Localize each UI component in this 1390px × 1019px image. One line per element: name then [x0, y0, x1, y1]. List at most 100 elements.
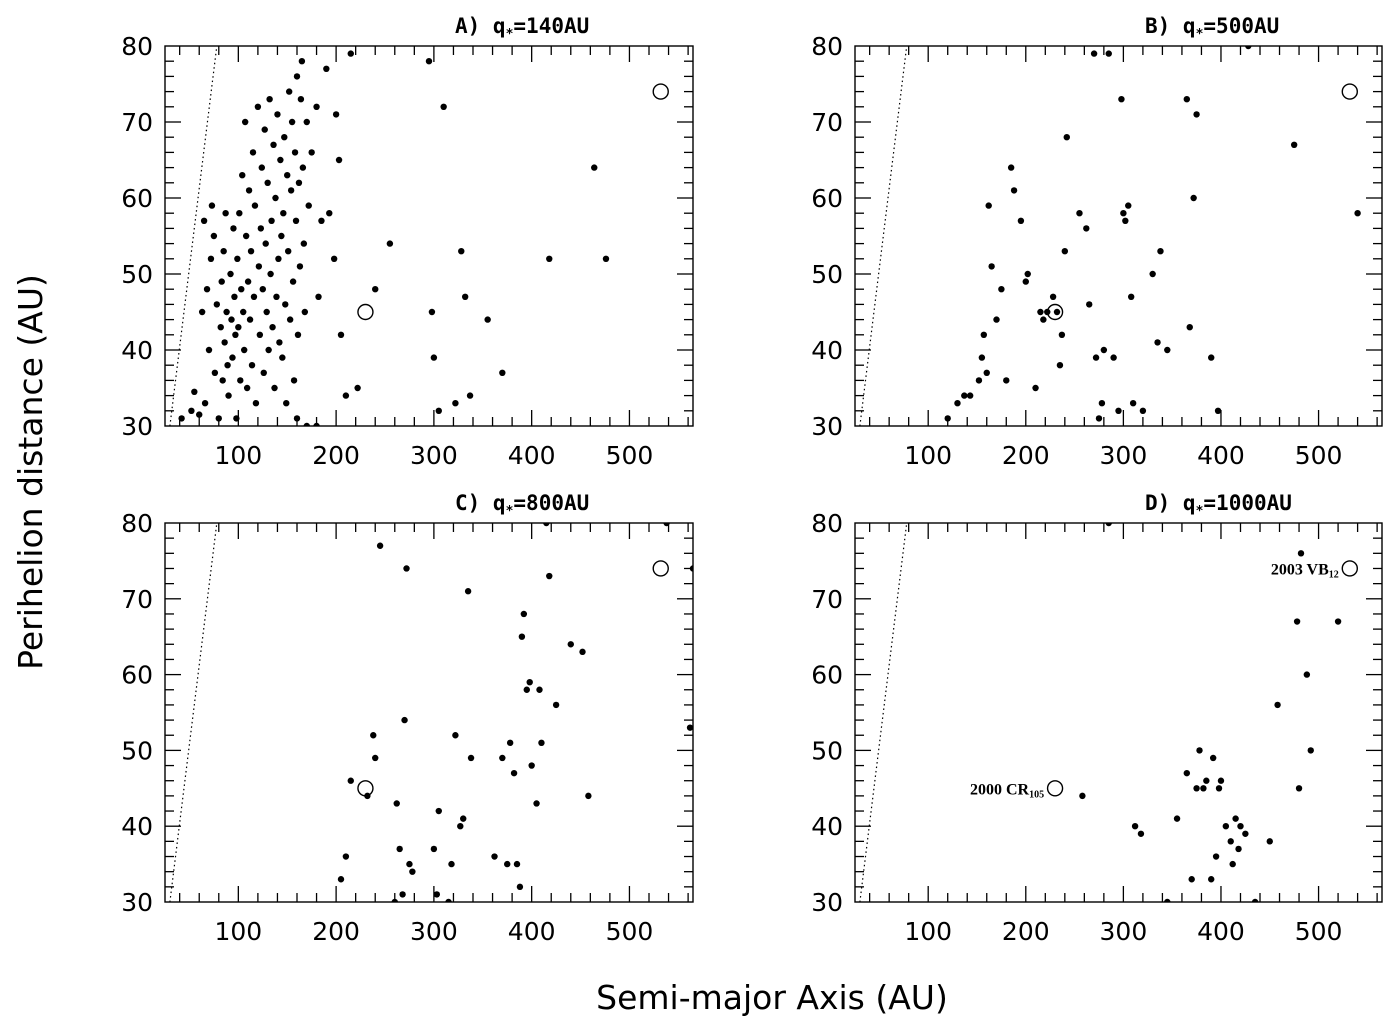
- data-point: [292, 217, 300, 224]
- data-point: [252, 400, 260, 407]
- data-point: [238, 286, 245, 293]
- data-point: [1092, 354, 1100, 361]
- data-point: [191, 388, 198, 395]
- data-point: [265, 346, 272, 354]
- data-point: [980, 331, 988, 338]
- data-point: [208, 202, 216, 209]
- y-tick-label: 30: [121, 888, 153, 917]
- data-point: [246, 316, 254, 323]
- data-point: [1209, 754, 1217, 762]
- data-point: [289, 278, 297, 285]
- data-point: [1232, 815, 1239, 822]
- object-label: 2000 CR105: [970, 781, 1044, 800]
- data-point: [1229, 860, 1236, 868]
- panel-a-data: [169, 46, 669, 426]
- object-label-name: 2003 VB: [1271, 561, 1329, 578]
- data-point: [504, 860, 511, 868]
- data-point: [1083, 225, 1090, 232]
- data-point: [223, 308, 230, 316]
- data-point: [318, 217, 325, 224]
- data-point: [464, 588, 472, 595]
- data-point: [244, 278, 252, 285]
- data-point: [240, 308, 247, 316]
- data-point: [220, 248, 227, 255]
- data-point: [259, 286, 266, 293]
- data-point: [258, 164, 265, 171]
- data-point: [1164, 346, 1171, 354]
- data-point: [251, 202, 259, 209]
- y-tick-label: 40: [121, 336, 153, 365]
- data-point: [303, 422, 310, 426]
- data-point: [484, 316, 491, 323]
- data-point: [1058, 331, 1066, 338]
- panel-title-text: B) q: [1145, 14, 1196, 38]
- open-circle-marker: [652, 560, 669, 577]
- data-point: [372, 754, 379, 762]
- data-point: [376, 542, 384, 549]
- data-point: [686, 724, 693, 731]
- x-tick-label: 300: [1100, 441, 1148, 470]
- data-point: [276, 339, 283, 346]
- x-tick-label: 100: [904, 917, 952, 946]
- data-point: [370, 732, 377, 739]
- data-point: [1024, 270, 1031, 278]
- data-point: [461, 293, 469, 300]
- data-point: [1118, 96, 1125, 103]
- data-point: [663, 523, 670, 527]
- data-point: [1215, 785, 1223, 792]
- data-point: [403, 565, 410, 572]
- data-point: [1157, 248, 1164, 255]
- data-point: [1120, 210, 1127, 217]
- panel-title-value: =800AU: [513, 491, 589, 515]
- data-point: [1100, 346, 1108, 354]
- data-point: [1193, 111, 1200, 118]
- data-point: [1149, 270, 1156, 278]
- data-point: [231, 293, 238, 300]
- data-point: [1076, 210, 1083, 217]
- data-point: [1303, 671, 1311, 678]
- data-point: [188, 407, 195, 414]
- data-point: [241, 346, 248, 354]
- data-point: [203, 286, 211, 293]
- data-point: [499, 754, 506, 762]
- data-point: [1183, 769, 1191, 777]
- data-point: [261, 126, 268, 133]
- boundary-line: [859, 523, 908, 902]
- data-point: [428, 308, 436, 316]
- data-point: [1208, 876, 1215, 883]
- data-point: [234, 255, 241, 262]
- data-point: [1183, 96, 1191, 103]
- open-circle-marker: [357, 303, 374, 321]
- data-point: [237, 377, 244, 384]
- data-point: [528, 762, 535, 769]
- data-point: [585, 792, 592, 800]
- data-point: [280, 210, 287, 217]
- x-tick-label: 500: [606, 441, 654, 470]
- x-tick-label: 100: [214, 917, 262, 946]
- data-point: [228, 316, 235, 323]
- data-point: [567, 641, 574, 648]
- data-point: [393, 800, 400, 807]
- data-point: [285, 88, 293, 95]
- data-point: [579, 648, 586, 656]
- data-point: [1110, 354, 1117, 361]
- data-point: [243, 384, 251, 392]
- data-point: [975, 377, 983, 384]
- data-point: [1274, 701, 1281, 709]
- data-point: [227, 270, 234, 278]
- panel-d-frame: [854, 522, 1383, 903]
- data-point: [452, 732, 459, 739]
- data-point: [1056, 362, 1064, 369]
- y-tick-label: 60: [811, 661, 843, 690]
- data-point: [239, 172, 246, 179]
- data-point: [215, 415, 222, 422]
- x-tick-label: 200: [1002, 441, 1050, 470]
- data-point: [219, 377, 226, 384]
- data-point: [178, 415, 185, 422]
- y-tick-label: 30: [811, 888, 843, 917]
- y-tick-label: 30: [811, 412, 843, 441]
- data-point: [1131, 823, 1139, 830]
- boundary-line: [169, 46, 218, 426]
- data-point: [1037, 308, 1044, 316]
- data-point: [337, 876, 345, 883]
